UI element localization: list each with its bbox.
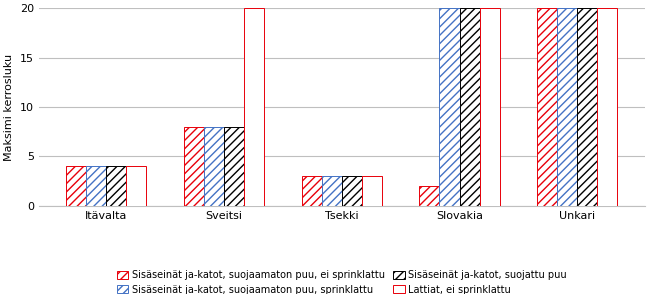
Bar (224, 127, 244, 206)
Bar (557, 8, 577, 206)
Bar (342, 176, 361, 206)
Bar (577, 8, 597, 206)
Bar (244, 8, 264, 206)
Y-axis label: Maksimi kerrosluku: Maksimi kerrosluku (4, 54, 14, 161)
Bar (184, 127, 204, 206)
Bar (597, 8, 617, 206)
Bar (127, 166, 146, 206)
Bar (480, 8, 500, 206)
Bar (459, 8, 480, 206)
Bar (439, 8, 459, 206)
Legend: Sisäseinät ja-katot, suojaamaton puu, ei sprinklattu, Sisäseinät ja-katot, suoja: Sisäseinät ja-katot, suojaamaton puu, ei… (117, 270, 567, 294)
Bar (204, 127, 224, 206)
Bar (419, 186, 439, 206)
Bar (537, 8, 557, 206)
Bar (322, 176, 342, 206)
Bar (361, 176, 382, 206)
Bar (66, 166, 86, 206)
Bar (106, 166, 127, 206)
Bar (302, 176, 322, 206)
Bar (86, 166, 106, 206)
